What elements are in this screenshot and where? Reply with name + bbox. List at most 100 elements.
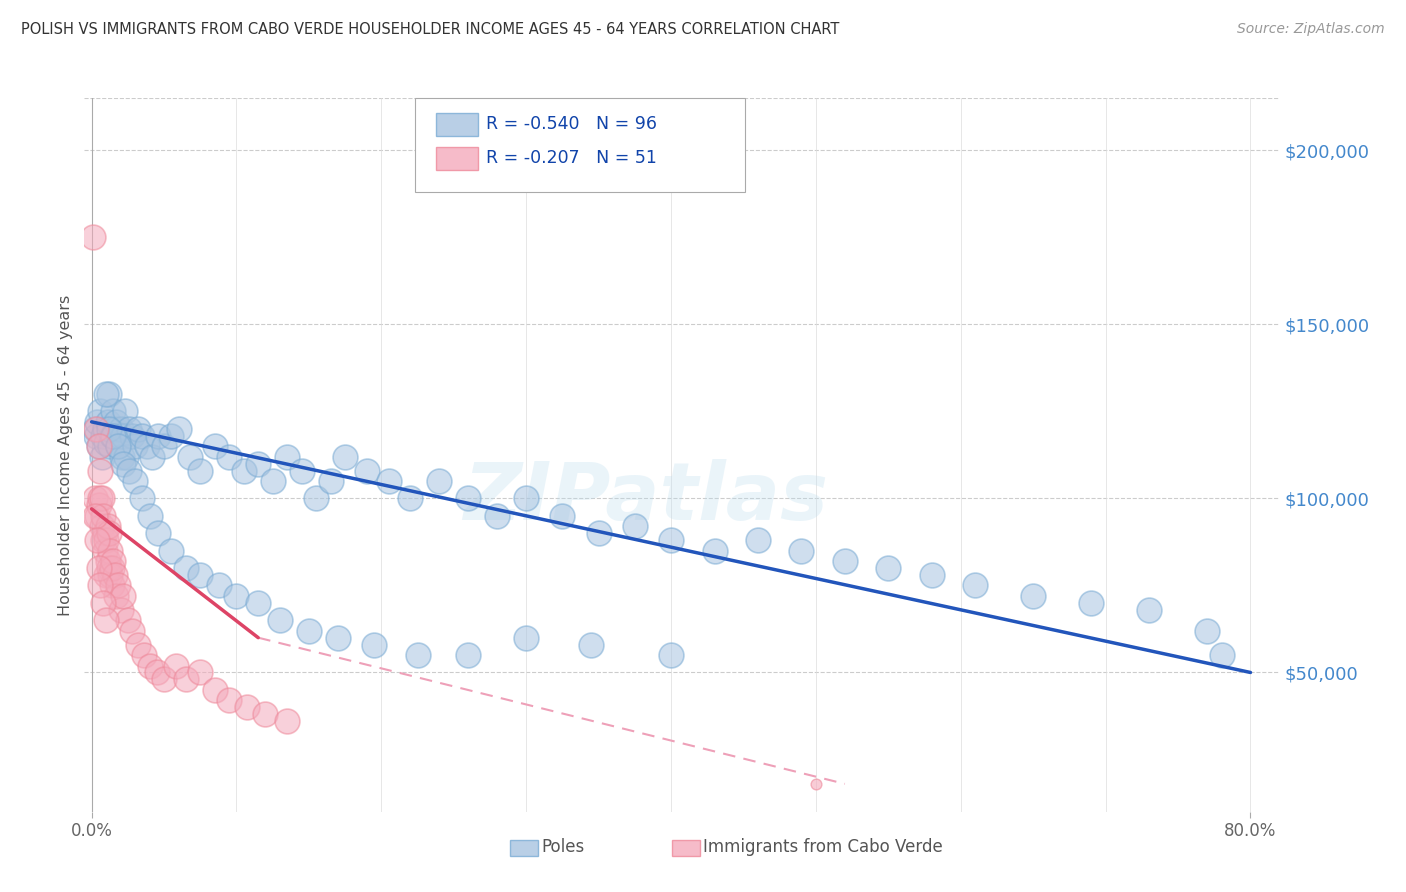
Point — [96, 519, 118, 533]
Point — [110, 603, 132, 617]
Point — [356, 464, 378, 478]
Point — [406, 648, 429, 662]
Point — [86, 533, 108, 548]
Point — [127, 422, 149, 436]
Point — [160, 543, 183, 558]
Point — [188, 665, 211, 680]
Point — [100, 568, 122, 582]
Point — [204, 682, 226, 697]
Point — [232, 464, 254, 478]
Point — [89, 578, 111, 592]
Point — [804, 777, 827, 791]
Point — [100, 543, 122, 558]
Point — [84, 422, 107, 436]
Point — [659, 533, 682, 548]
Point — [91, 508, 114, 523]
Point — [124, 474, 146, 488]
Point — [225, 589, 247, 603]
Point — [457, 491, 479, 506]
Point — [148, 429, 170, 443]
Point — [138, 658, 160, 673]
Point — [94, 568, 117, 582]
Point — [834, 554, 856, 568]
Point — [96, 554, 118, 568]
Point — [124, 439, 146, 453]
Point — [90, 519, 112, 533]
Point — [1080, 596, 1102, 610]
Point — [118, 422, 141, 436]
Point — [179, 450, 201, 464]
Point — [94, 533, 117, 548]
Point — [174, 561, 197, 575]
Point — [105, 589, 128, 603]
Point — [91, 429, 114, 443]
Point — [427, 474, 450, 488]
Point — [588, 526, 610, 541]
Point — [103, 404, 125, 418]
Text: R = -0.540   N = 96: R = -0.540 N = 96 — [486, 115, 658, 133]
Point — [218, 693, 240, 707]
Point — [146, 665, 169, 680]
Point — [91, 596, 114, 610]
Point — [703, 543, 725, 558]
Point — [84, 429, 107, 443]
Point — [87, 499, 110, 513]
Point — [83, 508, 105, 523]
Point — [377, 474, 399, 488]
Point — [165, 658, 187, 673]
Point — [89, 404, 111, 418]
Point — [515, 631, 537, 645]
Point — [94, 387, 117, 401]
Point — [581, 638, 603, 652]
Point — [86, 508, 108, 523]
Point — [90, 491, 112, 506]
Point — [624, 519, 647, 533]
Text: ZIPatlas: ZIPatlas — [464, 458, 828, 537]
Text: Source: ZipAtlas.com: Source: ZipAtlas.com — [1237, 22, 1385, 37]
Point — [131, 491, 153, 506]
Point — [319, 474, 342, 488]
Point — [104, 422, 127, 436]
Point — [363, 638, 385, 652]
Point — [269, 613, 291, 627]
Point — [1211, 648, 1233, 662]
Point — [921, 568, 943, 582]
Point — [96, 415, 118, 429]
Point — [457, 648, 479, 662]
Point — [82, 230, 104, 244]
Point — [218, 450, 240, 464]
Point — [90, 450, 112, 464]
Point — [790, 543, 813, 558]
Point — [108, 429, 131, 443]
Point — [247, 457, 270, 471]
Point — [141, 450, 163, 464]
Point — [87, 439, 110, 453]
Point — [127, 638, 149, 652]
Point — [747, 533, 769, 548]
Point — [121, 624, 143, 638]
Point — [262, 474, 284, 488]
Point — [83, 422, 105, 436]
Point — [115, 450, 138, 464]
Point — [112, 457, 135, 471]
Point — [93, 526, 115, 541]
Point — [1137, 603, 1160, 617]
Point — [298, 624, 321, 638]
Point — [112, 589, 135, 603]
Point — [326, 631, 349, 645]
Point — [111, 450, 134, 464]
Point — [148, 526, 170, 541]
Point — [83, 491, 105, 506]
Point — [101, 561, 124, 575]
Point — [486, 508, 509, 523]
Point — [1022, 589, 1045, 603]
Point — [98, 422, 121, 436]
Point — [103, 429, 125, 443]
Point — [94, 613, 117, 627]
Point — [188, 464, 211, 478]
Point — [204, 439, 226, 453]
Point — [94, 435, 117, 450]
Point — [112, 429, 135, 443]
Point — [103, 554, 125, 568]
Point — [110, 422, 132, 436]
